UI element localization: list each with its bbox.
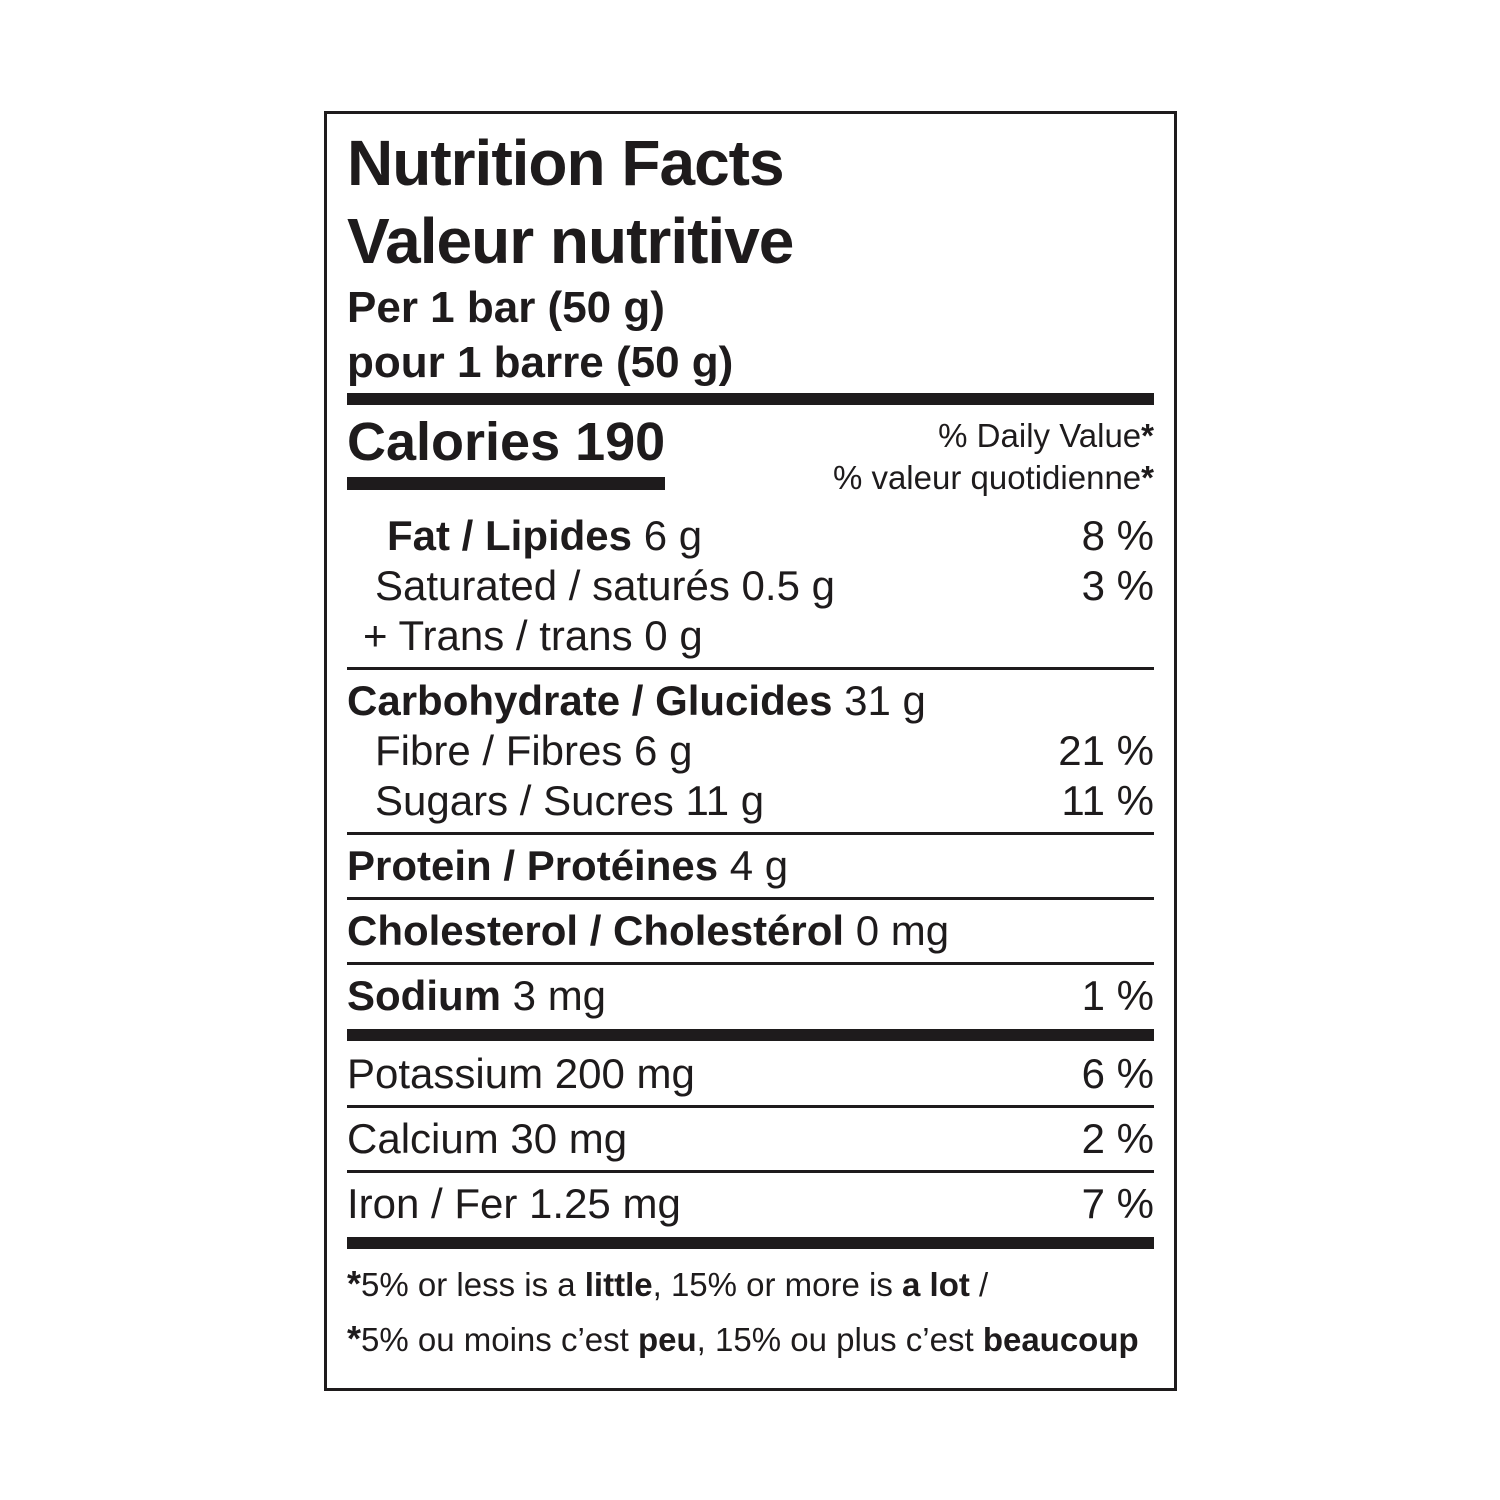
nutrient-row: Iron / Fer 1.25 mg 7 % (347, 1179, 1154, 1229)
footnotes: *5% or less is a little, 15% or more is … (347, 1257, 1154, 1367)
divider-thin (347, 1170, 1154, 1173)
nutrient-daily-value: 6 % (1081, 1050, 1154, 1097)
nutrient-row: Fat / Lipides 6 g 8 % (347, 511, 1154, 561)
footnote-segment: 5% or less is a (361, 1266, 585, 1303)
nutrient-row: Protein / Protéines 4 g (347, 841, 1154, 891)
footnote: *5% ou moins c’est peu, 15% ou plus c’es… (347, 1312, 1154, 1367)
nutrient-daily-value: 1 % (1081, 972, 1154, 1019)
nutrient-daily-value: 2 % (1081, 1115, 1154, 1162)
nutrient-label: + Trans / trans 0 g (363, 612, 703, 659)
nutrient-label: Cholesterol / Cholestérol 0 mg (347, 907, 950, 954)
calories-underline (347, 477, 666, 490)
footnote-segment: a lot (902, 1266, 970, 1303)
nutrition-facts-label: Nutrition Facts Valeur nutritive Per 1 b… (324, 111, 1177, 1391)
calories-value: 190 (575, 412, 666, 472)
daily-value-line-en: % Daily Value* (833, 415, 1154, 457)
footnote-segment: 5% ou moins c’est (361, 1321, 638, 1358)
daily-value-asterisk-fr: * (1141, 459, 1154, 496)
daily-value-en: % Daily Value (938, 417, 1142, 454)
title-en: Nutrition Facts (347, 127, 785, 199)
footnote-segment: little (584, 1266, 653, 1303)
divider-thin (347, 962, 1154, 965)
daily-value-line-fr: % valeur quotidienne* (833, 457, 1154, 499)
calories-line: Calories 190 (347, 413, 665, 471)
title-fr: Valeur nutritive (347, 205, 794, 277)
divider-thin (347, 897, 1154, 900)
footnote-segment: / (969, 1266, 989, 1303)
divider-thin (347, 832, 1154, 835)
divider-thin (347, 1105, 1154, 1108)
nutrient-daily-value: 11 % (1061, 777, 1154, 824)
nutrient-label: Protein / Protéines 4 g (347, 842, 789, 889)
nutrient-daily-value: 3 % (1081, 562, 1154, 609)
footnote: *5% or less is a little, 15% or more is … (347, 1257, 1154, 1312)
nutrient-row: Saturated / saturés 0.5 g 3 % (347, 561, 1154, 611)
nutrient-row: Cholesterol / Cholestérol 0 mg (347, 906, 1154, 956)
nutrient-row: Fibre / Fibres 6 g 21 % (347, 726, 1154, 776)
daily-value-header: % Daily Value* % valeur quotidienne* (833, 413, 1154, 499)
divider-thick (347, 1029, 1154, 1041)
daily-value-fr: % valeur quotidienne (832, 459, 1142, 496)
nutrient-label: Carbohydrate / Glucides 31 g (347, 677, 926, 724)
divider-thick (347, 1237, 1154, 1249)
nutrient-label: Sodium 3 mg (347, 972, 607, 1019)
divider-thin (347, 667, 1154, 670)
nutrient-row: Carbohydrate / Glucides 31 g (347, 676, 1154, 726)
footnote-segment: , 15% ou plus c’est (696, 1321, 983, 1358)
nutrient-row: Potassium 200 mg 6 % (347, 1049, 1154, 1099)
nutrient-label: Potassium 200 mg (347, 1050, 695, 1097)
footnote-segment: , 15% or more is (652, 1266, 903, 1303)
nutrient-daily-value: 8 % (1081, 512, 1154, 559)
footnote-segment: beaucoup (982, 1321, 1139, 1358)
daily-value-asterisk-en: * (1141, 417, 1154, 454)
nutrient-label: Iron / Fer 1.25 mg (347, 1180, 681, 1227)
nutrient-row: Calcium 30 mg 2 % (347, 1114, 1154, 1164)
footnote-segment: * (347, 1263, 362, 1304)
calories-block: Calories 190 (347, 413, 666, 490)
serving-size-en: Per 1 bar (50 g) (347, 283, 665, 332)
calories-label: Calories (347, 412, 576, 472)
nutrient-row: Sugars / Sucres 11 g 11 % (347, 776, 1154, 826)
nutrient-daily-value: 21 % (1058, 727, 1154, 774)
header-divider-thick (347, 393, 1154, 405)
nutrient-label: Sugars / Sucres 11 g (375, 777, 765, 824)
serving-size-fr: pour 1 barre (50 g) (347, 338, 734, 387)
nutrient-label: Fibre / Fibres 6 g (375, 727, 693, 774)
nutrient-label: Fat / Lipides 6 g (387, 512, 703, 559)
nutrient-label: Saturated / saturés 0.5 g (375, 562, 835, 609)
nutrient-daily-value: 7 % (1081, 1180, 1154, 1227)
nutrient-row: + Trans / trans 0 g (347, 611, 1154, 661)
footnote-segment: peu (637, 1321, 697, 1358)
footnote-segment: * (347, 1318, 362, 1359)
nutrient-row: Sodium 3 mg 1 % (347, 971, 1154, 1021)
nutrient-label: Calcium 30 mg (347, 1115, 628, 1162)
calories-section: Calories 190 % Daily Value* % valeur quo… (347, 413, 1154, 499)
